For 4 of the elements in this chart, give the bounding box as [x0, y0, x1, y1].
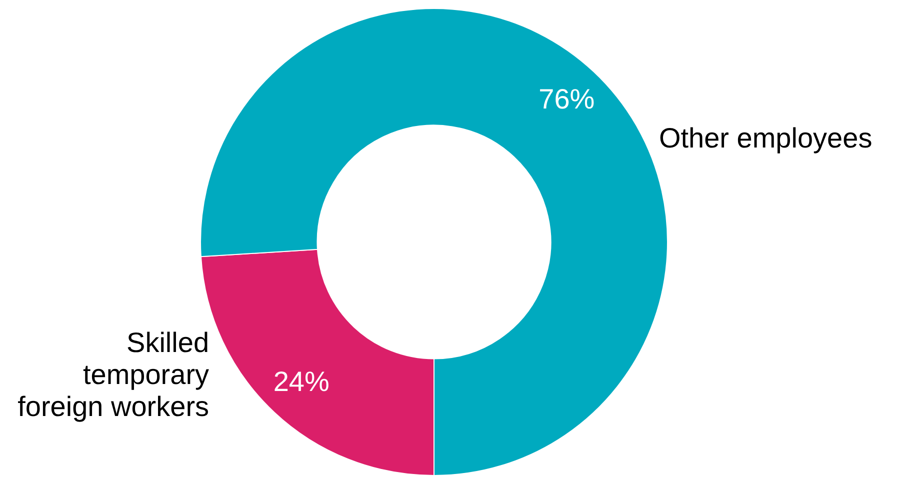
data-label: 76% — [538, 83, 595, 114]
slice-label: Skilled temporary foreign workers — [18, 326, 210, 422]
slice-label: Other employees — [658, 122, 872, 154]
data-label: 24% — [273, 366, 330, 397]
